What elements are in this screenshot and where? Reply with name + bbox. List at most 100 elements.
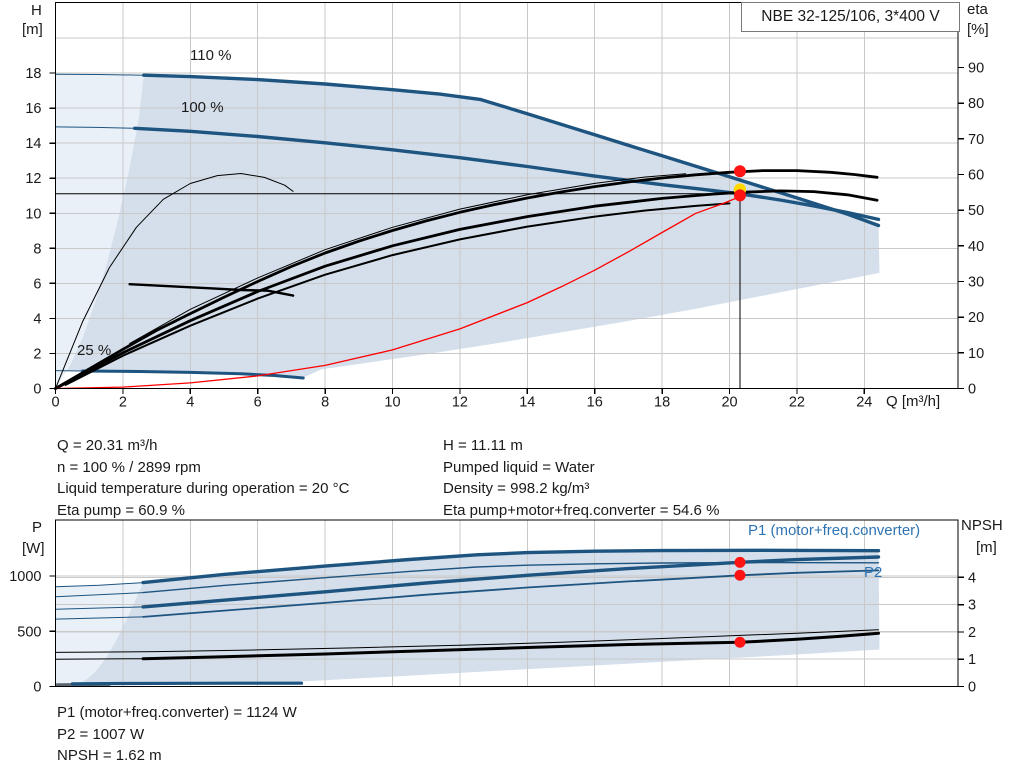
p-axis-unit: [W]	[22, 540, 45, 557]
eta-thin-curve	[129, 173, 687, 345]
tick-label: 22	[789, 395, 805, 411]
speed-label-25: 25 %	[77, 342, 112, 359]
pump-title-box: NBE 32-125/106, 3*400 V	[741, 2, 960, 32]
p2-100pct-ext	[55, 616, 144, 620]
tick-label: 50	[968, 203, 984, 219]
tick-label: 2	[119, 395, 127, 411]
curve-100pct-ext	[55, 126, 136, 129]
tick-label: 10	[25, 206, 41, 222]
p1-110pct-ext	[55, 582, 144, 588]
tick-label: 4	[33, 311, 41, 327]
npsh-curve	[141, 631, 880, 661]
duty-point-p1[interactable]	[734, 556, 746, 568]
info-p1: P1 (motor+freq.converter) = 1124 W	[57, 704, 297, 721]
npsh-thin-curve	[55, 629, 879, 653]
tick-label: 40	[968, 239, 984, 255]
power-chart-group: 0 500 1000 0 1 2 3 4	[9, 519, 976, 696]
duty-point-head[interactable]	[733, 189, 746, 202]
q-axis-label: Q [m³/h]	[886, 393, 941, 410]
info-density: Density = 998.2 kg/m³	[443, 480, 590, 498]
tick-label: 8	[33, 241, 41, 257]
tick-label: 80	[968, 96, 984, 112]
tick-label: 10	[968, 346, 984, 362]
curve-25pct	[81, 369, 305, 380]
tick-label: 500	[17, 624, 41, 640]
h-axis-unit: [m]	[22, 21, 43, 38]
p-axis-label: P	[32, 519, 43, 536]
p2-curve-label: P2	[864, 564, 883, 581]
info-speed: n = 100 % / 2899 rpm	[57, 458, 201, 476]
duty-point-eta[interactable]	[733, 165, 746, 178]
npsh-curve-ext	[55, 658, 144, 660]
tick-label: 10	[384, 395, 400, 411]
tick-label: 20	[721, 395, 737, 411]
info-npsh: NPSH = 1.62 m	[57, 747, 162, 765]
tick-label: 3	[968, 598, 976, 614]
h-axis-label: H	[31, 2, 42, 19]
tick-label: 70	[968, 132, 984, 148]
tick-label: 2	[968, 625, 976, 641]
tick-label: 2	[33, 346, 41, 362]
info-eta-pump: Eta pump = 60.9 %	[57, 502, 185, 520]
info-eta-total: Eta pump+motor+freq.converter = 54.6 %	[443, 502, 720, 520]
tick-label: 16	[25, 101, 41, 117]
speed-label-110: 110 %	[190, 47, 232, 64]
eta-total-curve	[54, 195, 741, 390]
tick-label: 90	[968, 60, 984, 76]
duty-point-npsh[interactable]	[734, 636, 746, 648]
tick-label: 4	[968, 570, 976, 586]
curve-110pct	[142, 73, 881, 228]
npsh-axis-label: NPSH	[961, 517, 1003, 534]
head-chart-group: 0 2 4 6 8 10 12 14 16 18 20 22 240246810121416180102…	[25, 1, 984, 411]
tick-label: 60	[968, 167, 984, 183]
tick-label: 6	[254, 395, 262, 411]
tick-label: 0	[51, 395, 59, 411]
eta-curve-25pct	[55, 173, 294, 389]
tick-label: 0	[968, 382, 976, 398]
operating-data-right: H = 11.11 m Pumped liquid = Water Densit…	[443, 435, 719, 522]
p1-curve-label: P1 (motor+freq.converter)	[748, 522, 921, 539]
tick-label: 12	[452, 395, 468, 411]
plot-frame	[54, 1, 959, 390]
tick-label: 14	[519, 395, 535, 411]
tick-label: 20	[968, 310, 984, 326]
power-envelope	[69, 550, 880, 687]
p2-100pct	[142, 569, 880, 618]
p1-100pct	[141, 555, 881, 609]
p1-110pct	[141, 548, 881, 585]
tick-label: 14	[25, 136, 41, 152]
info-pumped-liquid: Pumped liquid = Water	[443, 458, 595, 476]
p1-100pct-ext	[55, 606, 144, 610]
tick-label: 1000	[9, 569, 41, 585]
eta-bundle-curve	[64, 202, 731, 386]
tick-label: 18	[25, 66, 41, 82]
plot-frame	[54, 519, 959, 688]
tick-label: 16	[587, 395, 603, 411]
eta-axis-unit: [%]	[967, 21, 989, 38]
eta-pump-motor-curve	[54, 189, 879, 390]
eta-axis-label: eta	[967, 1, 988, 18]
p2-110pct-ext	[55, 592, 144, 598]
eta-pump-curve	[54, 169, 879, 390]
duty-point-p2[interactable]	[734, 569, 746, 581]
tick-label: 4	[186, 395, 194, 411]
tick-label: 18	[654, 395, 670, 411]
tick-label: 8	[321, 395, 329, 411]
tick-label: 30	[968, 274, 984, 290]
info-q: Q = 20.31 m³/h	[57, 437, 158, 454]
eta-stub-curve	[128, 283, 295, 297]
info-liquid-temp: Liquid temperature during operation = 20…	[57, 480, 350, 498]
curve-110pct-ext	[55, 73, 145, 76]
tick-label: 6	[33, 276, 41, 292]
info-head: H = 11.11 m	[443, 437, 523, 454]
speed-label-100: 100 %	[181, 99, 224, 116]
operating-data-left: Q = 20.31 m³/h n = 100 % / 2899 rpm Liqu…	[57, 435, 349, 522]
p-25pct	[70, 681, 304, 686]
tick-label: 1	[968, 652, 976, 668]
info-p2: P2 = 1007 W	[57, 725, 145, 743]
curve-100pct	[132, 126, 881, 222]
tick-label: 24	[856, 395, 872, 411]
operating-envelope	[55, 75, 880, 389]
tick-label: 12	[25, 171, 41, 187]
